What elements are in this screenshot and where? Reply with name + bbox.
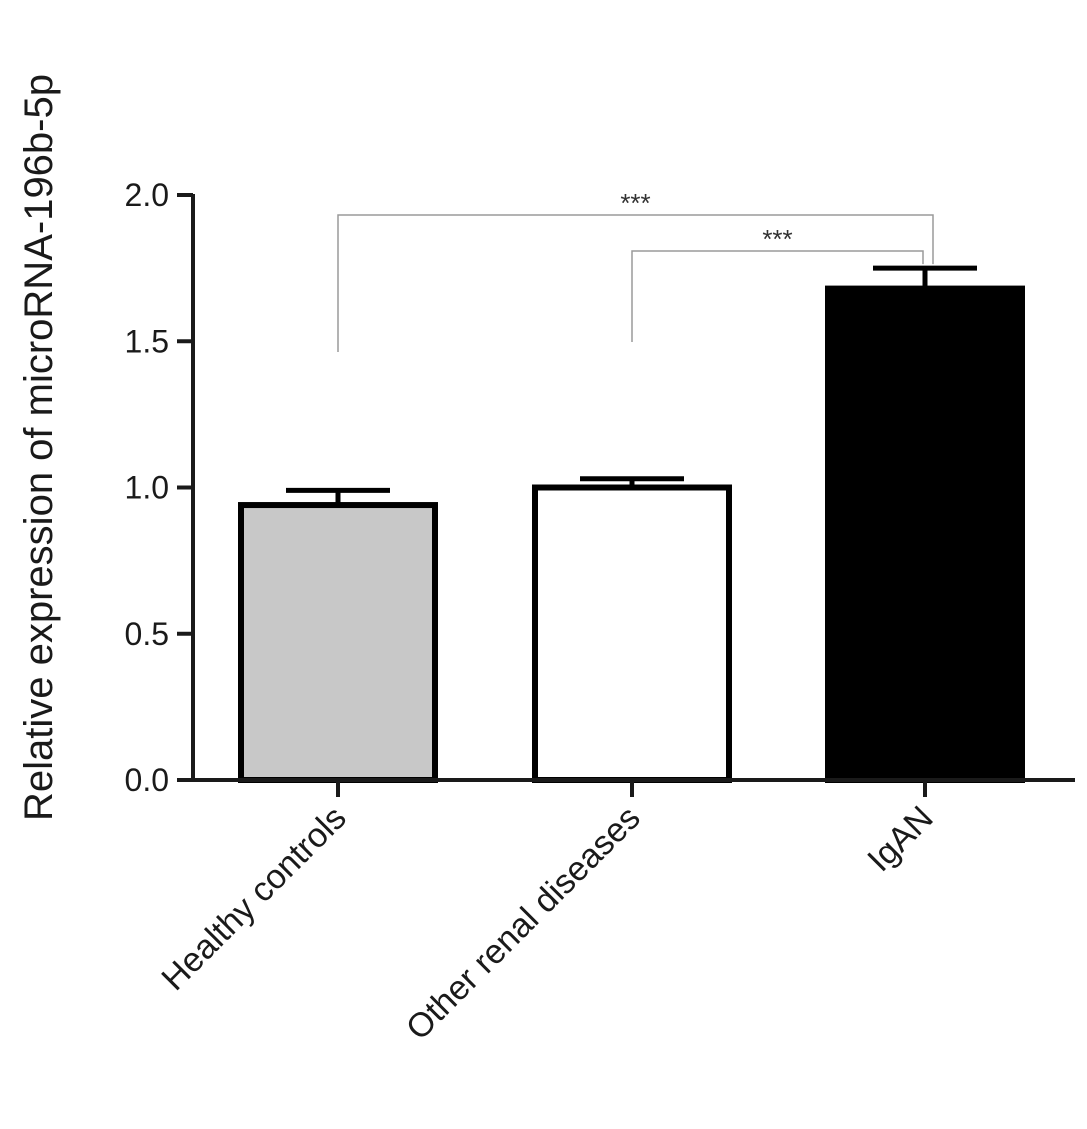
significance-bracket: [337, 214, 934, 352]
y-axis-label: Relative expression of microRNA-196b-5p: [17, 74, 61, 821]
significance-bracket: [631, 250, 924, 342]
y-tick-label: 1.0: [125, 470, 169, 506]
bar: [238, 502, 438, 783]
x-category-label: Other renal diseases: [399, 799, 648, 1048]
significance-label: ***: [620, 188, 650, 218]
y-tick-label: 0.5: [125, 616, 169, 652]
y-tick-label: 2.0: [125, 177, 169, 213]
y-tick-label: 0.0: [125, 762, 169, 798]
significance-label: ***: [762, 224, 792, 254]
y-tick-label: 1.5: [125, 323, 169, 359]
x-category-label: Healthy controls: [154, 799, 353, 998]
bar: [825, 285, 1025, 783]
x-category-label: IgAN: [860, 799, 940, 879]
bar: [532, 484, 732, 783]
